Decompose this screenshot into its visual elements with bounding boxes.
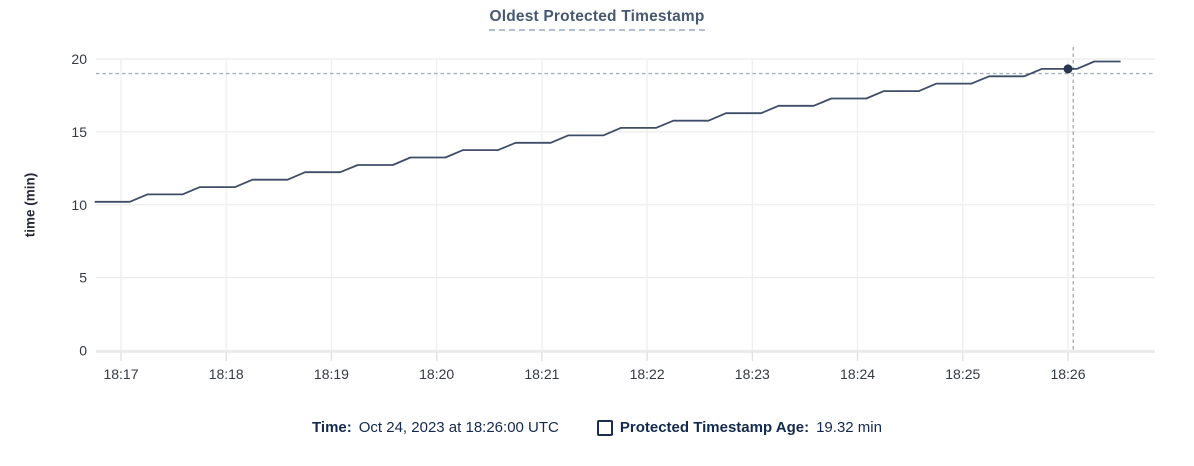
chart-title[interactable]: Oldest Protected Timestamp: [489, 8, 705, 31]
x-tick-label: 18:19: [314, 366, 349, 382]
x-tick-label: 18:23: [735, 366, 770, 382]
chart-header: Oldest Protected Timestamp: [0, 8, 1194, 31]
x-tick-label: 18:26: [1050, 366, 1085, 382]
y-tick-label: 10: [71, 197, 87, 213]
x-tick-label: 18:17: [103, 366, 138, 382]
x-tick-label: 18:18: [209, 366, 244, 382]
chart-legend: Time: Oct 24, 2023 at 18:26:00 UTC Prote…: [0, 419, 1194, 436]
time-label: Time:: [312, 419, 352, 436]
x-tick-label: 18:25: [945, 366, 980, 382]
series-line-protected-timestamp-age: [94, 60, 1121, 203]
hover-dot: [1063, 64, 1073, 74]
x-tick-label: 18:24: [840, 366, 875, 382]
x-tick-label: 18:20: [419, 366, 454, 382]
hover-time-readout: Time: Oct 24, 2023 at 18:26:00 UTC: [312, 419, 559, 436]
y-tick-label: 5: [79, 270, 87, 286]
series-label: Protected Timestamp Age:: [619, 419, 810, 436]
y-tick-label: 20: [71, 51, 87, 67]
legend-series-protected-timestamp-age[interactable]: Protected Timestamp Age: 19.32 min: [596, 419, 882, 436]
x-tick-label: 18:21: [524, 366, 559, 382]
timeseries-plot[interactable]: 0 5 10 15 20 18:17 18:18 18:19 18:20 18:21 18:22 18…: [0, 0, 1194, 400]
time-value: Oct 24, 2023 at 18:26:00 UTC: [358, 419, 559, 436]
series-checkbox-icon[interactable]: [596, 419, 613, 436]
series-value: 19.32 min: [816, 419, 882, 436]
y-tick-label: 0: [79, 343, 87, 359]
y-tick-label: 15: [71, 124, 87, 140]
x-tick-label: 18:22: [630, 366, 665, 382]
